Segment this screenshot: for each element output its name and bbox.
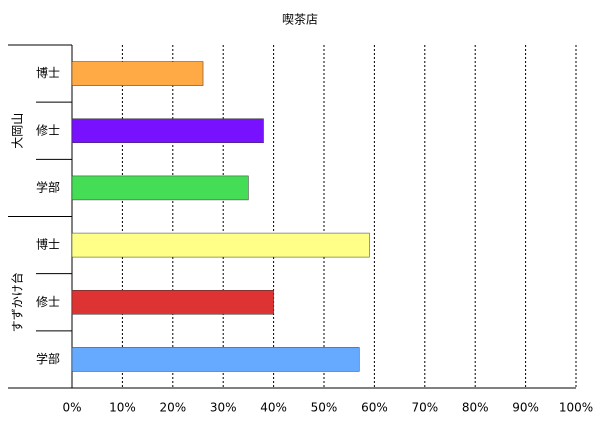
x-tick-label: 70% (411, 401, 438, 415)
bar (71, 175, 249, 201)
bar (71, 118, 264, 143)
x-tick-label: 100% (559, 401, 593, 415)
y-tick-label: 修士 (36, 122, 60, 137)
y-tick-label: 博士 (36, 237, 60, 252)
y-tick-label: 修士 (36, 294, 60, 309)
x-tick-label: 60% (361, 401, 388, 415)
bar (71, 290, 274, 315)
bar (71, 347, 360, 372)
x-tick-label: 40% (260, 401, 287, 415)
x-tick-label: 80% (462, 401, 489, 415)
group-label: すずかけ台 (10, 272, 25, 332)
x-tick-label: 30% (210, 401, 237, 415)
y-tick-label: 学部 (36, 351, 60, 366)
y-tick-label: 博士 (36, 65, 60, 80)
x-tick-label: 50% (311, 401, 338, 415)
x-tick-label: 0% (62, 401, 81, 415)
bar (71, 61, 204, 86)
chart-title: 喫茶店 (282, 12, 318, 27)
x-tick-label: 90% (512, 401, 539, 415)
bar (71, 232, 370, 258)
group-label: 大岡山 (11, 113, 25, 149)
y-tick-label: 学部 (36, 179, 60, 194)
x-tick-label: 10% (109, 401, 136, 415)
x-tick-label: 20% (159, 401, 186, 415)
